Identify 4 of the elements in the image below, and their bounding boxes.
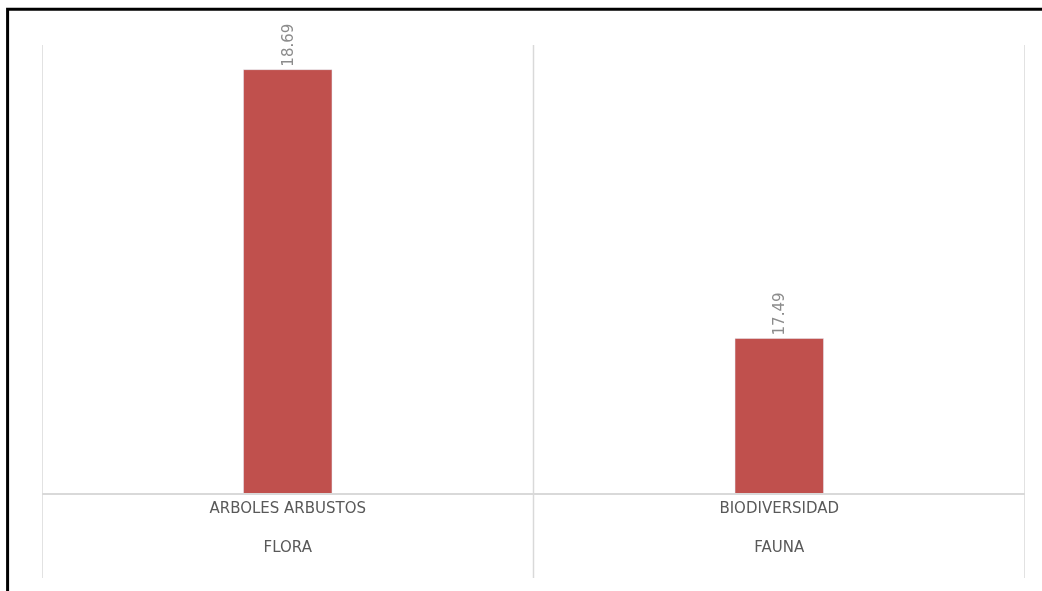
- category-label: ARBOLES ARBUSTOS FLORA: [209, 498, 367, 556]
- category-label: BIODIVERSIDAD FAUNA: [719, 498, 840, 556]
- data-label: 18.69: [278, 23, 297, 67]
- data-label: 17.49: [770, 292, 789, 336]
